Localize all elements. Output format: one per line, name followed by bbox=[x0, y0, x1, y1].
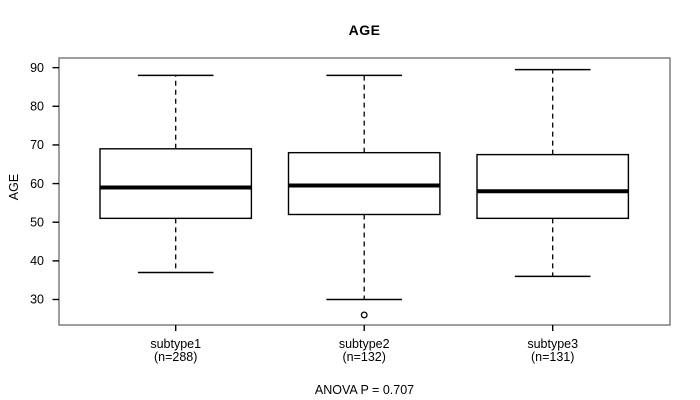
iqr-box bbox=[99, 148, 253, 220]
group-name: subtype1 bbox=[150, 337, 202, 351]
y-tick-label: 50 bbox=[30, 215, 44, 229]
y-tick-label: 90 bbox=[30, 61, 44, 75]
y-tick-label: 40 bbox=[30, 254, 44, 268]
group-name: subtype3 bbox=[527, 337, 579, 351]
group-count: (n=132) bbox=[342, 350, 386, 364]
group-count: (n=288) bbox=[153, 350, 198, 364]
group-name: subtype2 bbox=[338, 337, 390, 351]
group-count: (n=131) bbox=[530, 350, 575, 364]
x-group-label-subtype1: subtype1 (n=288) bbox=[101, 338, 251, 364]
y-tick-label: 60 bbox=[30, 177, 44, 191]
iqr-box bbox=[476, 153, 630, 220]
anova-footnote: ANOVA P = 0.707 bbox=[314, 383, 415, 397]
outlier-point bbox=[360, 311, 368, 319]
y-tick-label: 30 bbox=[30, 293, 44, 307]
boxplot-group-subtype2 bbox=[287, 74, 441, 331]
boxplot-group-subtype3 bbox=[476, 68, 630, 331]
x-group-label-subtype2: subtype2 (n=132) bbox=[289, 338, 439, 364]
x-group-label-subtype3: subtype3 (n=131) bbox=[478, 338, 628, 364]
y-tick-label: 80 bbox=[30, 99, 44, 113]
y-tick-label: 70 bbox=[30, 138, 44, 152]
chart-title: AGE bbox=[348, 22, 381, 38]
boxplot-group-subtype1 bbox=[99, 74, 253, 331]
